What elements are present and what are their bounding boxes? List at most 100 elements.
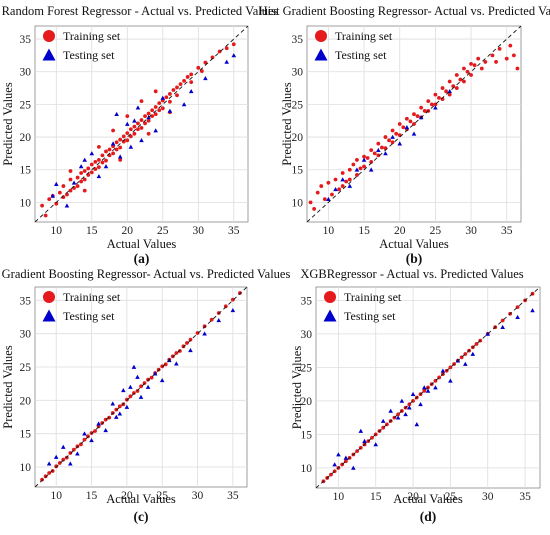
plot-marks: [35, 287, 247, 487]
x-tick-label: 25: [157, 225, 169, 237]
training-point: [128, 394, 133, 399]
training-point: [433, 92, 438, 97]
x-axis-label: Actual Values: [393, 492, 463, 506]
testing-point: [530, 308, 535, 313]
training-point: [469, 73, 473, 77]
training-point: [358, 166, 363, 171]
training-point: [224, 46, 229, 51]
legend-testing-label: Testing set: [63, 48, 115, 62]
training-point: [362, 164, 366, 169]
testing-point: [53, 454, 59, 459]
training-point: [195, 331, 200, 335]
testing-point: [160, 95, 166, 100]
training-point: [128, 127, 133, 132]
y-tick-label: 35: [301, 295, 313, 307]
training-point: [369, 148, 374, 153]
training-point: [125, 114, 130, 119]
testing-point: [354, 167, 360, 172]
identity-line: [35, 26, 248, 222]
training-point: [465, 69, 470, 74]
legend-testing-label: Testing set: [344, 309, 396, 323]
training-point: [57, 190, 62, 195]
training-point: [97, 158, 101, 162]
testing-point: [326, 196, 331, 201]
y-axis-label: Predicted Values: [1, 82, 15, 166]
x-axis-label: Actual Values: [379, 237, 449, 251]
y-tick-label: 15: [301, 429, 313, 441]
chart-panel-3: Gradient Boosting Regressor- Actual vs. …: [1, 267, 290, 524]
x-tick-label: 35: [227, 490, 239, 502]
testing-point: [103, 164, 109, 169]
testing-point: [433, 385, 438, 390]
training-point: [376, 141, 381, 146]
training-point: [103, 417, 108, 422]
legend-testing-marker: [42, 48, 56, 61]
training-point: [472, 63, 477, 68]
training-point: [100, 153, 105, 158]
testing-point: [50, 193, 56, 198]
testing-point: [188, 89, 194, 94]
y-tick-label: 20: [292, 132, 304, 144]
training-point: [347, 177, 352, 182]
y-tick-label: 20: [20, 395, 32, 407]
training-point: [490, 53, 495, 58]
training-point: [203, 60, 208, 65]
training-point: [454, 86, 459, 90]
y-tick-label: 15: [20, 165, 32, 177]
training-point: [476, 56, 481, 61]
training-point: [362, 154, 366, 159]
training-point: [483, 60, 488, 64]
training-point: [143, 121, 147, 126]
training-point: [160, 106, 165, 111]
chart-panel-4: XGBRegressor - Actual vs. Predicted Valu…: [290, 267, 541, 524]
testing-point: [75, 451, 80, 456]
testing-point: [332, 462, 337, 467]
training-point: [175, 85, 179, 90]
training-point: [340, 171, 345, 175]
training-point: [125, 138, 130, 143]
training-point: [185, 75, 190, 79]
x-tick-label: 25: [445, 491, 457, 503]
training-point: [447, 92, 452, 97]
legend-training-label: Training set: [63, 290, 121, 304]
y-tick-label: 30: [292, 67, 304, 79]
x-tick-label: 10: [333, 491, 345, 503]
training-point: [57, 461, 62, 465]
training-point: [174, 351, 179, 355]
panel-label: (a): [134, 251, 150, 266]
y-tick-label: 20: [301, 396, 313, 408]
chart-title: Random Forest Regressor - Actual vs. Pre…: [2, 4, 279, 18]
testing-point: [230, 308, 236, 313]
legend-testing-marker: [42, 309, 56, 322]
testing-point: [388, 408, 393, 413]
legend-training-marker: [43, 291, 55, 303]
testing-point: [433, 105, 438, 110]
training-point: [175, 93, 179, 98]
testing-point: [132, 118, 137, 123]
y-tick-label: 25: [20, 362, 32, 374]
testing-point: [89, 438, 94, 443]
training-point: [68, 451, 73, 455]
training-point: [68, 177, 73, 182]
legend-testing-label: Testing set: [335, 48, 387, 62]
training-point: [132, 131, 137, 136]
testing-point: [110, 141, 116, 146]
training-point: [340, 184, 345, 188]
training-point: [372, 151, 377, 156]
training-point: [104, 149, 108, 154]
training-point: [40, 203, 44, 208]
training-point: [230, 297, 235, 302]
testing-point: [82, 157, 87, 162]
training-point: [164, 95, 169, 100]
x-tick-label: 20: [121, 490, 133, 502]
x-tick-label: 15: [358, 225, 370, 237]
testing-point: [202, 331, 207, 336]
training-point: [153, 89, 158, 94]
training-point: [153, 112, 158, 117]
training-point: [118, 137, 123, 142]
training-point: [132, 124, 137, 129]
testing-point: [407, 405, 412, 410]
training-point: [139, 99, 144, 104]
training-point: [139, 384, 143, 389]
testing-point: [216, 318, 222, 323]
